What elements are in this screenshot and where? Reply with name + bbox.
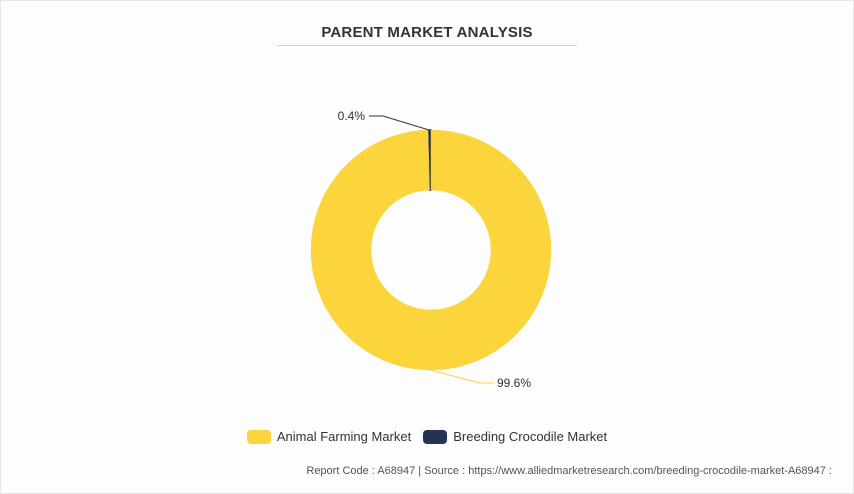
data-label-breeding-crocodile: 0.4%: [338, 109, 366, 123]
legend-label-breeding-crocodile: Breeding Crocodile Market: [453, 429, 608, 444]
leader-line-animal-farming: [429, 369, 493, 384]
leader-line-breeding-crocodile: [369, 115, 430, 131]
slice-animal-farming[interactable]: [310, 129, 552, 371]
legend-label-animal-farming: Animal Farming Market: [276, 429, 412, 444]
legend-swatch-animal-farming: [246, 429, 271, 444]
legend-item-breeding-crocodile[interactable]: Breeding Crocodile Market: [423, 429, 607, 444]
legend-swatch-breeding-crocodile: [423, 429, 448, 444]
data-label-animal-farming: 99.6%: [497, 376, 531, 390]
title-underline: [277, 45, 577, 46]
legend-item-animal-farming[interactable]: Animal Farming Market: [246, 429, 412, 444]
chart-legend: Animal Farming Market Breeding Crocodile…: [0, 429, 854, 444]
source-footer: Report Code : A68947 | Source : https://…: [306, 465, 832, 477]
chart-title: PARENT MARKET ANALYSIS: [321, 24, 533, 41]
